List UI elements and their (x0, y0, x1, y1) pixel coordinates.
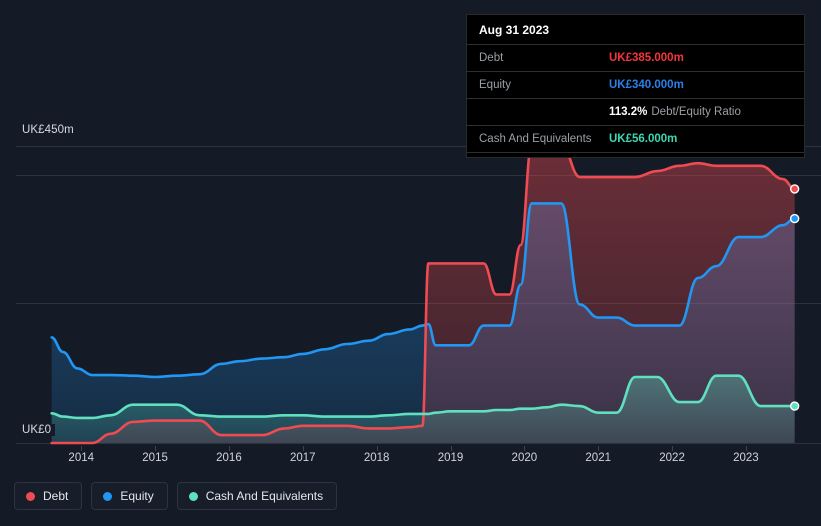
chart-legend: Debt Equity Cash And Equivalents (14, 482, 338, 510)
x-axis-label: 2017 (289, 452, 316, 464)
x-axis: 2014 2015 2016 2017 2018 2019 2020 2021 2022 2023 (0, 446, 821, 476)
tooltip-row-value: UK£385.000m (609, 52, 684, 64)
legend-item-cash-and-equivalents[interactable]: Cash And Equivalents (176, 482, 338, 510)
x-axis-tick (672, 446, 674, 451)
series-area-debt (51, 144, 795, 443)
tooltip-ratio-value: 113.2% (609, 106, 648, 118)
x-axis-label: 2015 (142, 452, 168, 464)
x-axis-tick (598, 446, 600, 451)
tooltip-row: Cash And Equivalents UK£56.000m (467, 125, 804, 152)
chart-tooltip: Aug 31 2023 Debt UK£385.000m Equity UK£340.… (466, 14, 805, 158)
tooltip-row-value: UK£340.000m (609, 79, 684, 91)
x-axis-label: 2018 (363, 452, 390, 464)
tooltip-row: 113.2% Debt/Equity Ratio (467, 98, 804, 125)
legend-color-dot-icon (188, 491, 198, 501)
x-axis-tick (302, 446, 304, 451)
tooltip-rows: Debt UK£385.000m Equity UK£340.000m 113.2% De… (467, 44, 804, 157)
x-axis-tick (376, 446, 378, 451)
x-axis-label: 2023 (733, 452, 759, 464)
series-areas (51, 144, 795, 443)
tooltip-row-key: Equity (479, 79, 511, 91)
tooltip-row: Equity UK£340.000m (467, 71, 804, 98)
legend-label: Cash And Equivalents (205, 489, 324, 503)
x-axis-label: 2014 (68, 452, 95, 464)
series-line-cash-and-equivalents (50, 374, 796, 420)
series-lines (50, 142, 796, 445)
legend-item-equity[interactable]: Equity (91, 482, 168, 510)
x-axis-tick (450, 446, 452, 451)
legend-item-debt[interactable]: Debt (14, 482, 83, 510)
tooltip-row: Debt UK£385.000m (467, 44, 804, 71)
x-axis-tick (81, 446, 83, 451)
endpoint-marker-equity (789, 213, 800, 224)
x-axis-tick (228, 446, 230, 451)
series-line-debt (50, 142, 796, 445)
series-line-equity (50, 202, 796, 379)
x-axis-label: 2016 (216, 452, 242, 464)
tooltip-row-value: UK£56.000m (609, 133, 678, 145)
tooltip-row-key: Cash And Equivalents (479, 133, 592, 145)
x-axis-label: 2020 (511, 452, 538, 464)
legend-label: Debt (43, 489, 69, 503)
legend-color-dot-icon (26, 491, 35, 501)
plot-area (0, 118, 821, 448)
tooltip-row-key: Debt (479, 52, 504, 64)
legend-color-dot-icon (103, 491, 113, 501)
legend-label: Equity (120, 489, 154, 503)
y-axis-zero-label: UK£0 (22, 424, 56, 436)
x-axis-tick (524, 446, 526, 451)
tooltip-ratio-label: Debt/Equity Ratio (651, 106, 741, 118)
y-axis-top-label: UK£450m (22, 124, 78, 136)
endpoint-marker-cash-and-equivalents (789, 401, 800, 411)
endpoint-marker-debt (789, 184, 800, 194)
tooltip-bottom-divider (467, 152, 804, 157)
chart-svg (16, 142, 821, 445)
tooltip-date: Aug 31 2023 (479, 23, 550, 37)
series-area-cash-and-equivalents (51, 375, 795, 443)
series-endpoint-markers (789, 184, 800, 411)
x-axis-label: 2021 (585, 452, 611, 464)
x-axis-tick (745, 446, 747, 451)
x-axis-label: 2019 (437, 452, 464, 464)
x-axis-label: 2022 (659, 452, 685, 464)
x-axis-tick (155, 446, 157, 451)
